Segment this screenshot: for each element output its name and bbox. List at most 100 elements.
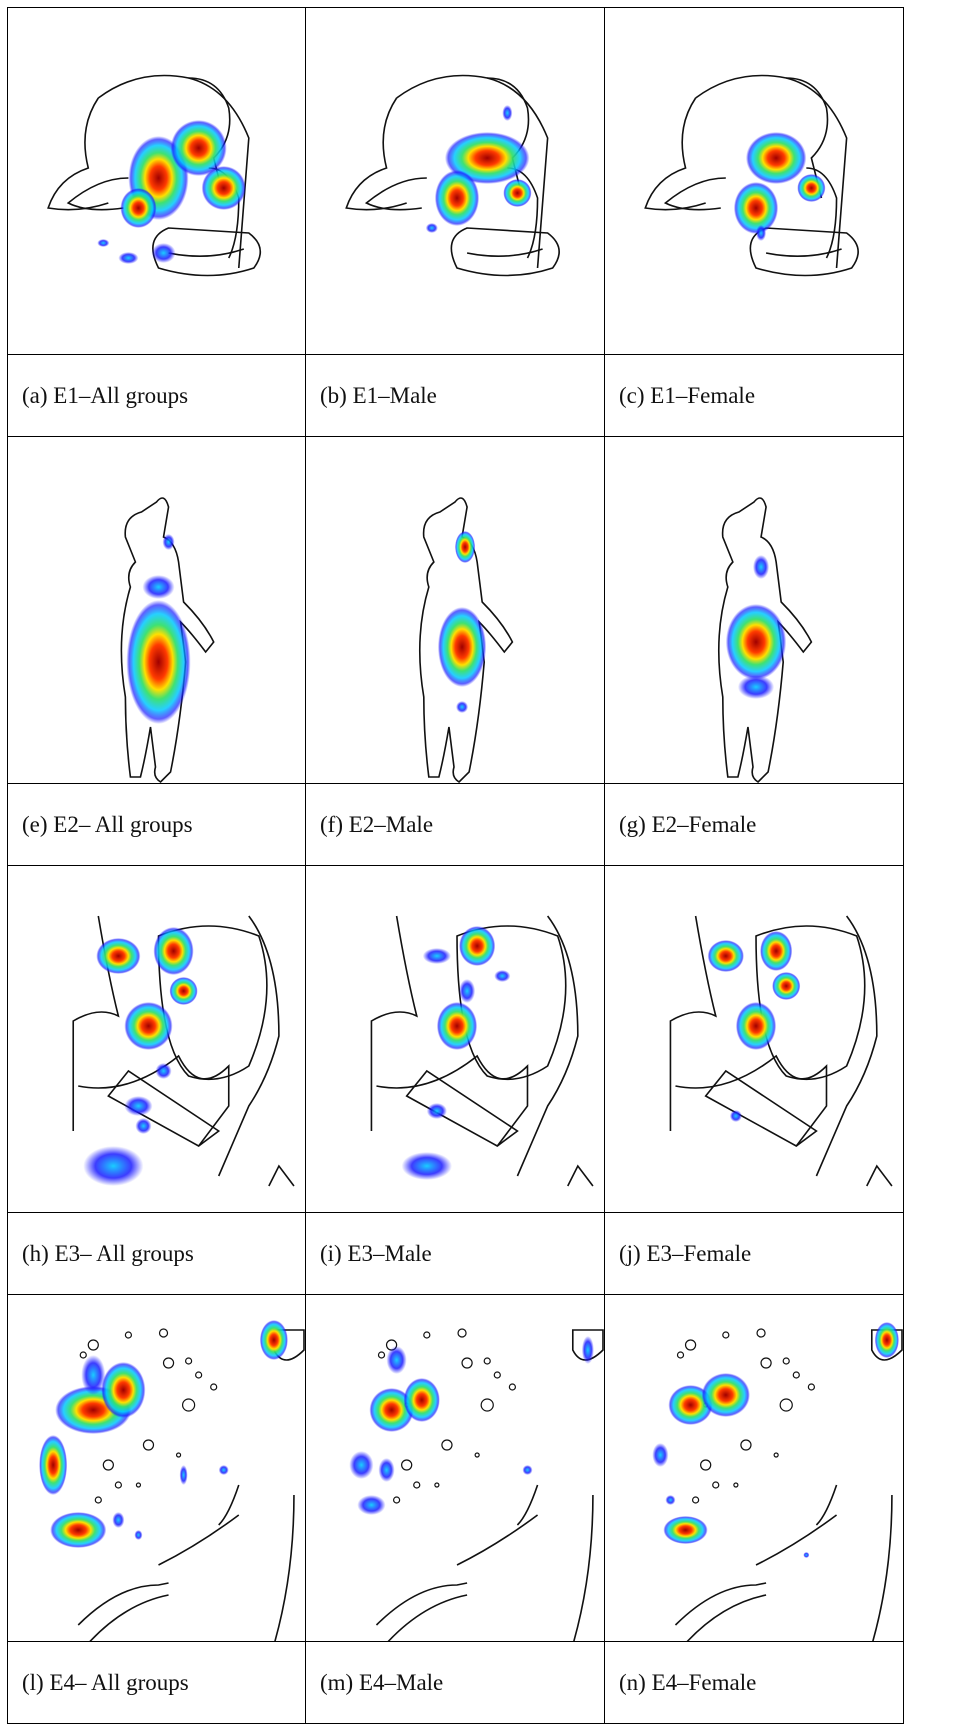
- panel-caption: (i) E3–Male: [320, 1240, 432, 1266]
- bubble-outline: [162, 1357, 175, 1369]
- caption-cell: (g) E2–Female: [604, 783, 904, 866]
- heatmap-image: [345, 74, 560, 277]
- panel-caption: (n) E4–Female: [619, 1669, 757, 1695]
- bubble-outline: [87, 1339, 99, 1351]
- fixation-heat-blob: [142, 575, 175, 599]
- bubble-outline: [135, 1482, 142, 1488]
- sketch-outline: [218, 1484, 240, 1526]
- heatmap-panel-face-sash-male: [305, 865, 605, 1213]
- image-row: [7, 1294, 904, 1642]
- bubble-outline: [792, 1371, 800, 1379]
- sketch-outline: [217, 915, 280, 1177]
- sketch-outline: [77, 1582, 169, 1626]
- bubble-outline: [508, 1383, 517, 1391]
- sketch-outline: [66, 177, 129, 211]
- sketch-outline: [387, 1594, 468, 1641]
- bubble-outline: [392, 1496, 401, 1504]
- fixation-heat-blob: [456, 701, 469, 713]
- fixation-heat-blob: [124, 1002, 173, 1050]
- panel-caption: (g) E2–Female: [619, 811, 757, 837]
- bubble-outline: [760, 1357, 772, 1369]
- fixation-heat-blob: [386, 1346, 407, 1374]
- sketch-outline: [107, 1069, 221, 1147]
- bubble-outline: [773, 1452, 779, 1458]
- sketch-outline: [168, 248, 245, 257]
- bubble-outline: [480, 1398, 494, 1412]
- caption-cell: (f) E2–Male: [305, 783, 605, 866]
- fixation-heat-blob: [369, 1388, 414, 1432]
- bubble-outline: [722, 1331, 730, 1339]
- figure-grid: (a) E1–All groups (b) E1–Male (c) E1–Femal…: [7, 7, 904, 1724]
- sketch-outline: [345, 97, 407, 211]
- caption-cell: (b) E1–Male: [305, 354, 605, 437]
- fixation-heat-blob: [39, 1435, 68, 1495]
- sketch-outline: [866, 1164, 893, 1187]
- fixation-heat-blob: [155, 1063, 172, 1079]
- bubble-outline: [79, 1351, 87, 1359]
- fixation-heat-blob: [403, 1378, 440, 1422]
- caption-cell: (a) E1–All groups: [7, 354, 306, 437]
- caption-cell: (j) E3–Female: [604, 1212, 904, 1295]
- fixation-heat-blob: [179, 1465, 188, 1485]
- bubble-outline: [423, 1331, 431, 1339]
- fixation-heat-blob: [752, 555, 770, 579]
- fixation-heat-blob: [797, 174, 826, 202]
- fixation-heat-blob: [153, 927, 194, 975]
- fixation-heat-blob: [81, 1355, 106, 1395]
- caption-row: (e) E2– All groups (f) E2–Male (g) E2–Fema…: [7, 783, 904, 866]
- fixation-heat-blob: [83, 1146, 144, 1186]
- caption-cell: (l) E4– All groups: [7, 1641, 306, 1724]
- bubble-outline: [474, 1452, 480, 1458]
- bubble-outline: [779, 1398, 793, 1412]
- fixation-heat-blob: [772, 972, 801, 1000]
- panel-caption: (f) E2–Male: [320, 811, 434, 837]
- heatmap-image: [39, 1320, 305, 1641]
- fixation-heat-blob: [444, 132, 530, 184]
- sketch-outline: [120, 497, 215, 783]
- sketch-outline: [89, 1594, 169, 1641]
- sketch-outline: [806, 167, 838, 259]
- sketch-outline: [450, 227, 560, 277]
- sketch-outline: [567, 1164, 594, 1187]
- bubble-outline: [114, 1481, 122, 1489]
- fixation-heat-blob: [50, 1512, 107, 1548]
- fixation-heat-blob: [503, 179, 532, 207]
- bubble-outline: [483, 1357, 491, 1365]
- fixation-heat-blob: [401, 1152, 452, 1180]
- fixation-heat-blob: [701, 1373, 750, 1417]
- bubble-outline: [457, 1328, 467, 1338]
- heatmap-image: [47, 74, 261, 277]
- caption-row: (l) E4– All groups (m) E4–Male (n) E4–Fema…: [7, 1641, 904, 1724]
- panel-caption: (b) E1–Male: [320, 382, 437, 408]
- heatmap-image: [72, 915, 295, 1187]
- fixation-heat-blob: [455, 531, 476, 563]
- fixation-heat-blob: [745, 132, 807, 184]
- caption-cell: (m) E4–Male: [305, 1641, 605, 1724]
- sketch-outline: [717, 497, 813, 783]
- sketch-outline: [786, 77, 829, 199]
- sketch-outline: [516, 1484, 539, 1526]
- bubble-outline: [756, 1328, 766, 1338]
- bubble-outline: [691, 1496, 700, 1504]
- heatmap-image: [418, 497, 514, 783]
- heatmap-panel-face-sash-female: [604, 865, 904, 1213]
- fixation-heat-blob: [437, 607, 487, 687]
- bubble-outline: [434, 1482, 440, 1488]
- bubble-outline: [461, 1357, 473, 1369]
- sketch-outline: [669, 915, 717, 1131]
- fixation-heat-blob: [436, 1002, 478, 1050]
- fixation-heat-blob: [756, 225, 767, 241]
- bubble-outline: [195, 1371, 203, 1379]
- caption-cell: (c) E1–Female: [604, 354, 904, 437]
- bubble-outline: [733, 1482, 739, 1488]
- fixation-heat-blob: [134, 1530, 143, 1540]
- fixation-heat-blob: [97, 239, 110, 247]
- heatmap-image: [120, 497, 215, 783]
- bubble-outline: [401, 1459, 413, 1471]
- bubble-outline: [210, 1383, 218, 1391]
- caption-cell: (n) E4–Female: [604, 1641, 904, 1724]
- fixation-heat-blob: [729, 1110, 742, 1122]
- fixation-heat-blob: [126, 600, 191, 724]
- bubble-outline: [441, 1439, 453, 1451]
- fixation-heat-blob: [760, 931, 793, 971]
